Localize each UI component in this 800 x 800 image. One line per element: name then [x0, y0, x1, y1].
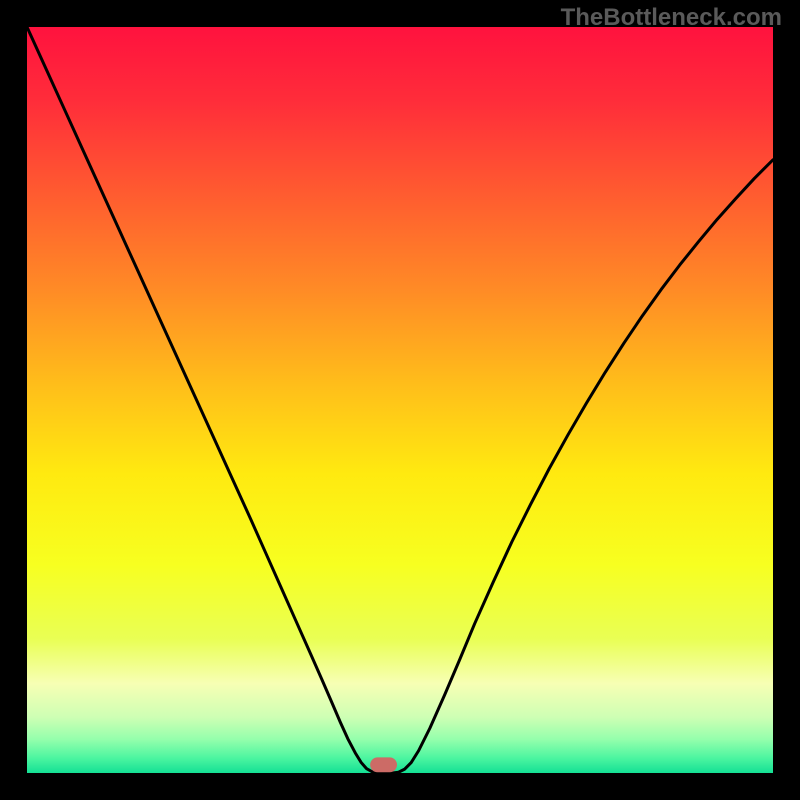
plot-area — [27, 27, 773, 773]
plot-svg — [27, 27, 773, 773]
chart-frame: TheBottleneck.com — [0, 0, 800, 800]
min-marker — [370, 757, 397, 772]
gradient-background — [27, 27, 773, 773]
watermark-text: TheBottleneck.com — [561, 4, 782, 32]
